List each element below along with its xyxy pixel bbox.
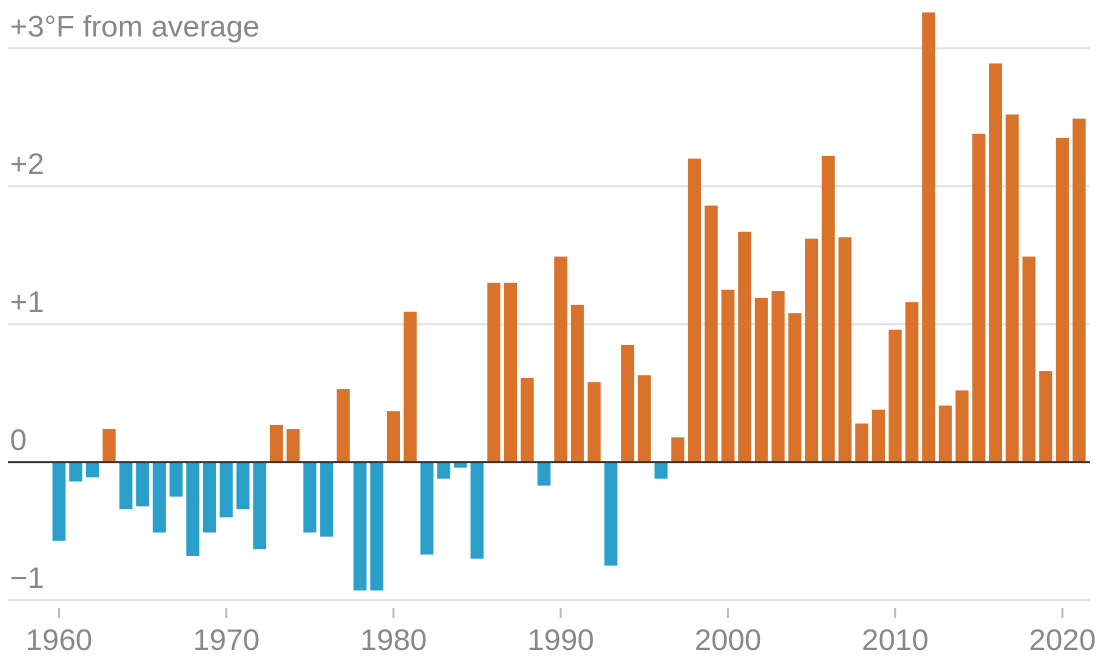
- y-tick-label: −1: [10, 562, 44, 595]
- bar: [403, 311, 417, 463]
- x-tick-label: 2020: [1029, 624, 1096, 657]
- y-tick-label: 0: [10, 424, 27, 457]
- x-tick-label: 2010: [862, 624, 929, 657]
- bar: [202, 462, 217, 533]
- x-tick-label: 2000: [695, 624, 762, 657]
- bar: [1005, 114, 1019, 463]
- bar: [621, 344, 635, 463]
- bar: [637, 375, 651, 463]
- bar: [671, 437, 685, 463]
- bar: [738, 231, 752, 463]
- bar: [152, 462, 166, 533]
- bar: [871, 409, 885, 463]
- bar: [721, 289, 735, 463]
- bar: [838, 237, 852, 463]
- bar: [1072, 118, 1086, 463]
- bar: [453, 462, 467, 468]
- bar: [771, 291, 785, 463]
- bar: [102, 429, 116, 463]
- y-tick-label: +1: [10, 286, 44, 319]
- bar: [922, 12, 936, 463]
- x-tick-label: 1980: [360, 624, 427, 657]
- bar: [303, 462, 317, 533]
- bar: [353, 462, 367, 591]
- bar: [788, 313, 802, 463]
- x-tick-label: 1960: [26, 624, 93, 657]
- bar: [570, 304, 584, 463]
- bar: [470, 462, 484, 559]
- bar: [52, 462, 66, 541]
- bar: [1055, 137, 1069, 463]
- bar: [85, 462, 99, 478]
- bar: [754, 297, 768, 463]
- bar: [370, 462, 384, 591]
- bar: [972, 133, 986, 463]
- y-tick-label: +3°F from average: [10, 10, 260, 43]
- x-tick-label: 1970: [193, 624, 260, 657]
- bar: [437, 462, 451, 479]
- bar: [687, 158, 702, 463]
- bar: [855, 423, 869, 463]
- bar: [654, 462, 668, 479]
- bar: [1039, 371, 1053, 463]
- y-tick-label: +2: [10, 148, 44, 181]
- bar: [336, 389, 350, 463]
- bar: [537, 462, 551, 486]
- bar: [888, 329, 902, 463]
- bar: [186, 462, 200, 556]
- bar: [704, 205, 718, 463]
- bar: [236, 462, 250, 510]
- bar: [905, 302, 919, 463]
- bar: [119, 462, 133, 510]
- bar: [821, 155, 835, 463]
- bar: [169, 462, 183, 497]
- bar: [487, 282, 501, 463]
- bar: [386, 411, 400, 463]
- bar: [938, 405, 952, 463]
- bar: [253, 462, 267, 550]
- bar: [136, 462, 150, 507]
- bar: [69, 462, 83, 482]
- bar: [1022, 256, 1036, 463]
- bar: [504, 282, 518, 463]
- bar: [587, 382, 601, 463]
- bar: [554, 256, 568, 463]
- bar: [955, 390, 969, 463]
- x-tick-label: 1990: [527, 624, 594, 657]
- bar: [805, 238, 819, 463]
- bar: [604, 462, 618, 566]
- bar: [420, 462, 434, 555]
- bar: [988, 63, 1003, 463]
- bar: [219, 462, 233, 518]
- bar: [320, 462, 334, 537]
- bar: [520, 377, 534, 463]
- bar: [269, 424, 283, 463]
- bar: [286, 429, 300, 463]
